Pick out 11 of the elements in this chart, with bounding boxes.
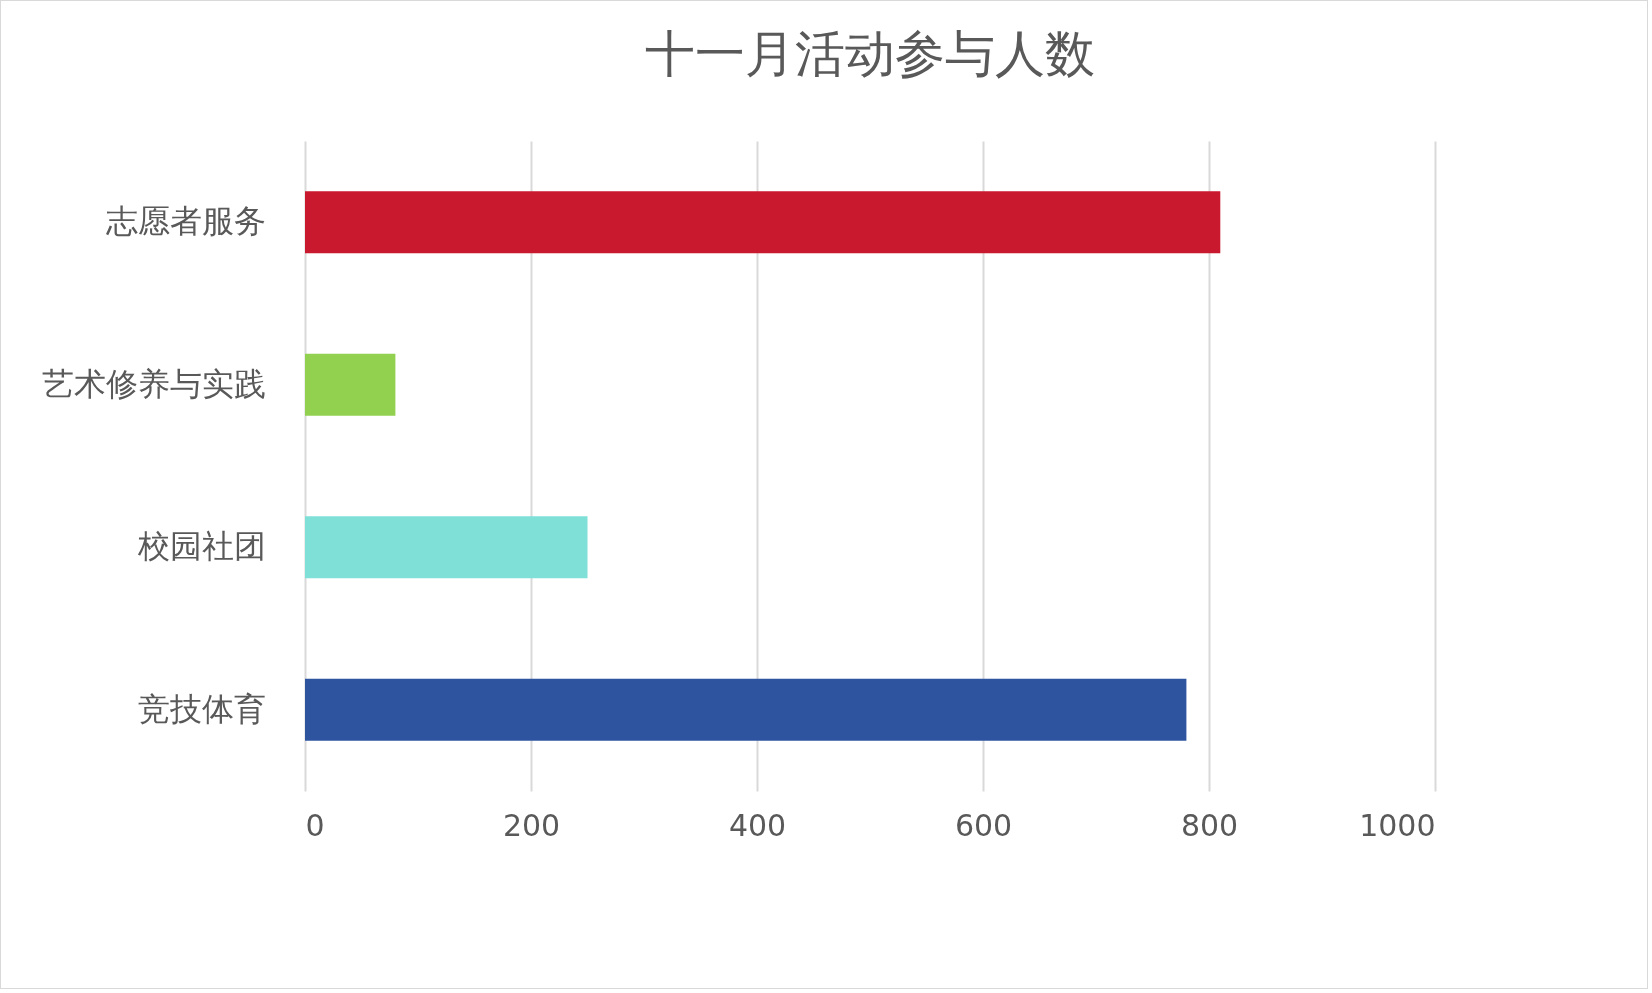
x-tick-label: 600 <box>954 807 1013 843</box>
y-tick-label: 竞技体育 <box>137 689 266 728</box>
y-tick-label: 志愿者服务 <box>105 202 266 241</box>
x-tick-label: 800 <box>1180 807 1239 843</box>
x-tick-label: 0 <box>305 807 325 843</box>
x-tick-label: 200 <box>502 807 561 843</box>
y-tick-label: 艺术修养与实践 <box>41 364 266 403</box>
chart-title: 十一月活动参与人数 <box>645 25 1095 83</box>
x-tick-label: 1000 <box>1359 807 1436 843</box>
x-tick-label: 400 <box>728 807 787 843</box>
y-tick-label: 校园社团 <box>136 527 266 566</box>
